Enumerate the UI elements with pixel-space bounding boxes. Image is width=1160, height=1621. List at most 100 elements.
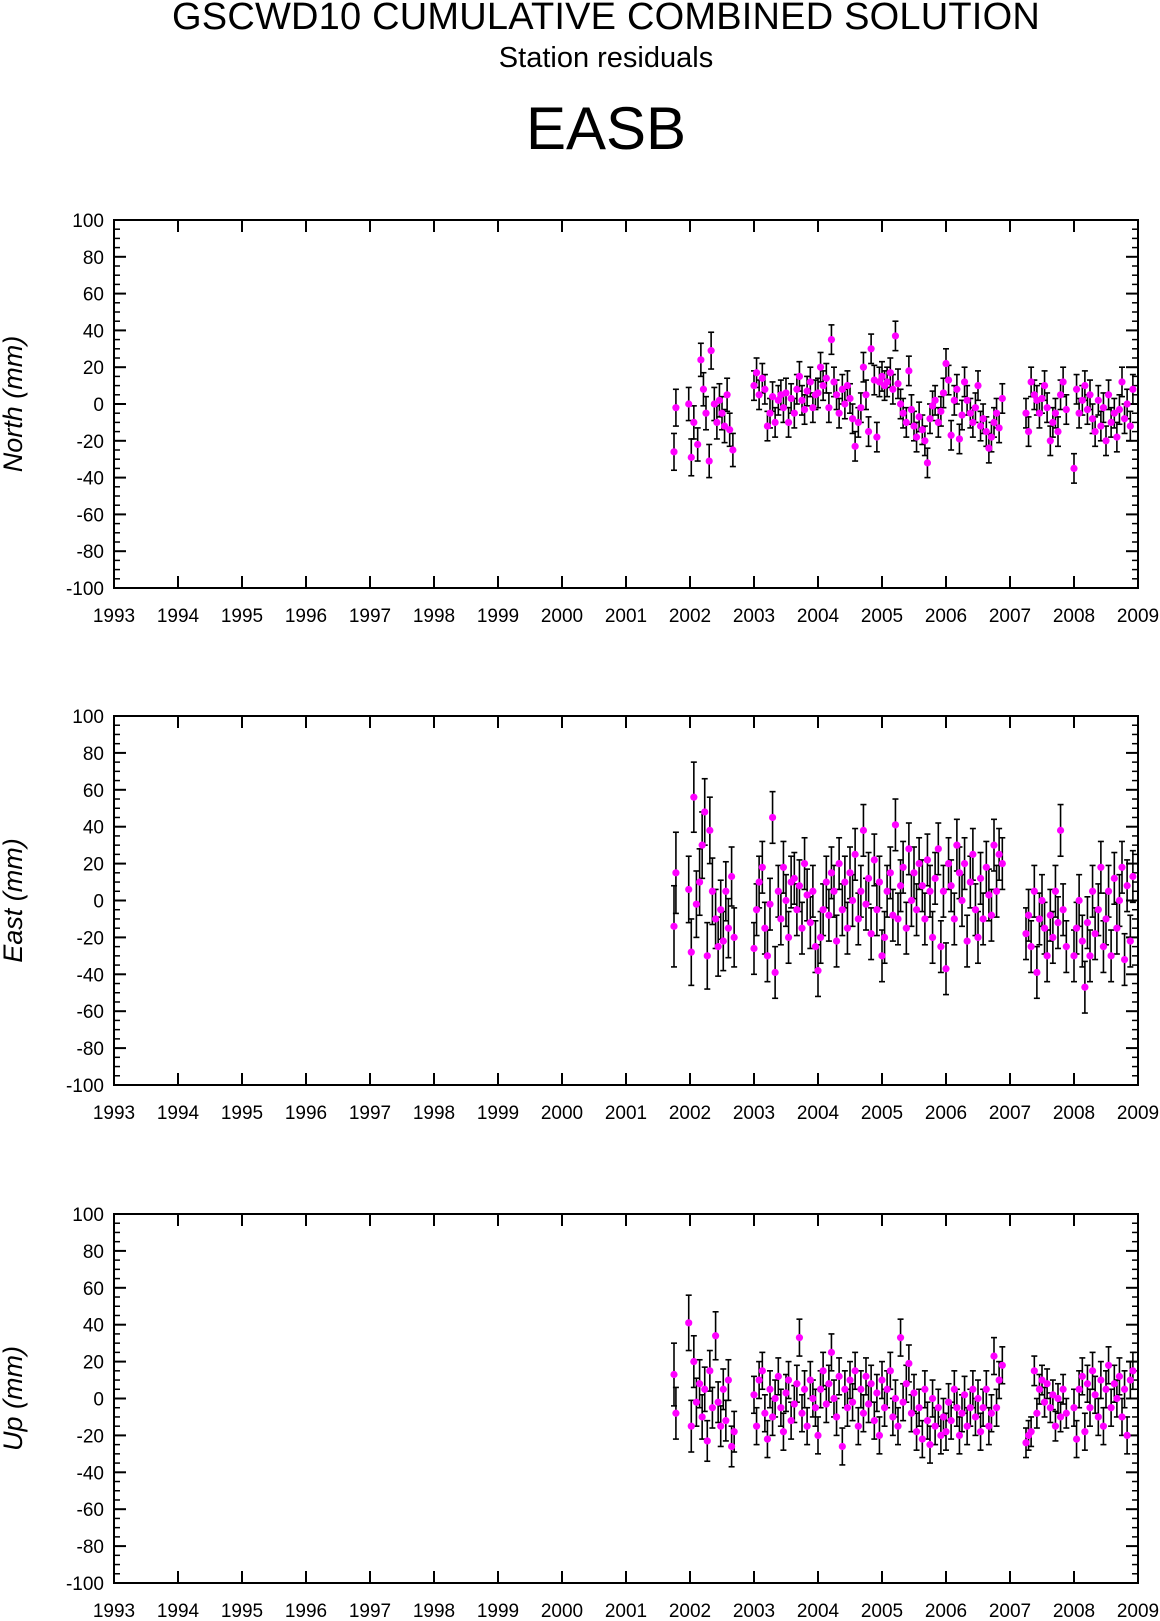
data-point (987, 433, 996, 441)
data-point (777, 915, 785, 923)
data-point (750, 944, 758, 953)
data-point (1104, 887, 1113, 895)
data-point (889, 1413, 897, 1421)
data-point (950, 396, 958, 404)
data-point (822, 1400, 830, 1408)
data-point (854, 1422, 862, 1430)
data-point (825, 404, 833, 412)
data-point (1115, 1372, 1124, 1380)
data-point (1027, 1428, 1035, 1436)
x-tick-label: 2006 (925, 1103, 967, 1124)
data-point (1072, 385, 1081, 393)
data-point (722, 1417, 730, 1425)
station-name: EASB (525, 95, 687, 162)
data-point (921, 437, 929, 445)
data-point (875, 1431, 884, 1439)
y-tick-label: 80 (83, 1242, 104, 1263)
data-point (1040, 1398, 1049, 1406)
x-tick-label: 1993 (93, 1601, 135, 1621)
data-point (750, 1391, 758, 1399)
data-point (899, 863, 907, 871)
data-point (687, 1422, 695, 1430)
data-point (1091, 1391, 1099, 1399)
x-tick-label: 2008 (1053, 1601, 1095, 1621)
data-point (758, 374, 766, 382)
data-point (692, 1398, 701, 1406)
data-point (782, 896, 790, 905)
data-point (966, 409, 974, 417)
data-point (947, 882, 955, 890)
data-point (857, 404, 865, 412)
data-point (947, 1417, 955, 1425)
data-point (910, 422, 918, 430)
data-point (1097, 863, 1105, 871)
data-point (854, 915, 862, 923)
data-point (859, 1409, 868, 1417)
data-point (1126, 937, 1134, 945)
data-point (923, 856, 932, 864)
x-tick-label: 2004 (797, 606, 840, 627)
data-point (1099, 943, 1108, 951)
data-point (690, 793, 698, 801)
data-point (1102, 437, 1110, 445)
data-point (1123, 882, 1131, 890)
data-point (687, 453, 695, 461)
data-point (703, 952, 711, 960)
data-point (800, 860, 809, 868)
data-point (750, 382, 758, 390)
data-point (811, 1404, 820, 1412)
data-point (894, 380, 902, 388)
data-point (1040, 382, 1049, 390)
data-point (728, 1442, 736, 1451)
data-point (779, 863, 788, 871)
data-point (982, 1385, 990, 1393)
data-point (832, 937, 841, 945)
data-point (784, 1376, 793, 1384)
data-point (867, 930, 875, 938)
data-point (790, 874, 798, 882)
data-point (803, 1422, 811, 1430)
data-point (800, 1385, 809, 1393)
data-point (974, 933, 982, 942)
x-tick-label: 2001 (605, 1103, 647, 1124)
x-tick-label: 1997 (349, 1601, 391, 1621)
data-point (1123, 1431, 1131, 1439)
data-point (672, 404, 680, 412)
data-point (1056, 1413, 1065, 1421)
data-point (1075, 896, 1083, 905)
data-point (963, 937, 971, 945)
data-point (830, 1394, 838, 1403)
data-point (873, 906, 881, 914)
x-tick-label: 2003 (733, 1103, 775, 1124)
data-point (875, 378, 884, 386)
data-point (1033, 1409, 1041, 1417)
data-point (966, 1404, 974, 1412)
data-point (1120, 415, 1129, 423)
data-point (706, 826, 714, 834)
y-tick-label: 40 (83, 321, 104, 342)
y-tick-label: -100 (66, 1076, 104, 1097)
x-tick-label: 1994 (157, 606, 200, 627)
data-point (931, 874, 939, 882)
data-point (880, 1404, 889, 1412)
data-point (982, 428, 990, 436)
data-point (814, 1431, 822, 1439)
data-point (1115, 405, 1124, 414)
data-point (825, 1380, 833, 1388)
y-tick-label: 0 (93, 1390, 104, 1411)
data-point (1049, 933, 1057, 942)
data-point (1075, 409, 1083, 417)
data-point (944, 860, 953, 868)
data-point (1030, 1367, 1038, 1375)
data-point (1107, 418, 1115, 426)
data-point (803, 387, 811, 395)
data-point (857, 887, 865, 895)
data-point (846, 869, 854, 877)
y-tick-label: -60 (77, 505, 104, 526)
data-point (963, 1422, 971, 1430)
x-tick-label: 2009 (1117, 606, 1159, 627)
data-point (670, 1370, 678, 1379)
data-point (889, 385, 897, 393)
data-point (806, 919, 814, 927)
